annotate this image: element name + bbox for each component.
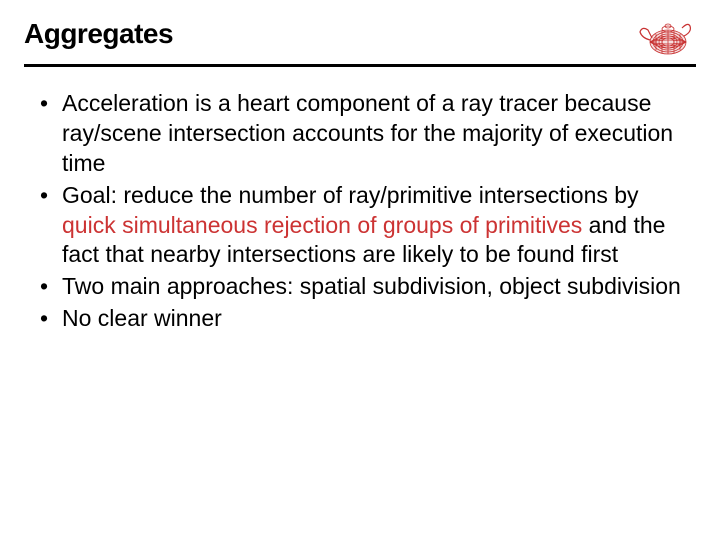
- slide-header: Aggregates: [24, 18, 696, 67]
- list-item: Goal: reduce the number of ray/primitive…: [40, 181, 696, 271]
- teapot-logo-icon: [634, 16, 696, 58]
- bullet-text: Acceleration is a heart component of a r…: [62, 90, 673, 176]
- list-item: Two main approaches: spatial subdivision…: [40, 272, 696, 302]
- list-item: No clear winner: [40, 304, 696, 334]
- bullet-text: Goal: reduce the number of ray/primitive…: [62, 182, 639, 208]
- slide-content: Acceleration is a heart component of a r…: [24, 89, 696, 334]
- bullet-text: No clear winner: [62, 305, 222, 331]
- slide-title: Aggregates: [24, 18, 173, 50]
- highlighted-text: quick simultaneous rejection of groups o…: [62, 212, 582, 238]
- list-item: Acceleration is a heart component of a r…: [40, 89, 696, 179]
- bullet-text: Two main approaches: spatial subdivision…: [62, 273, 681, 299]
- bullet-list: Acceleration is a heart component of a r…: [40, 89, 696, 334]
